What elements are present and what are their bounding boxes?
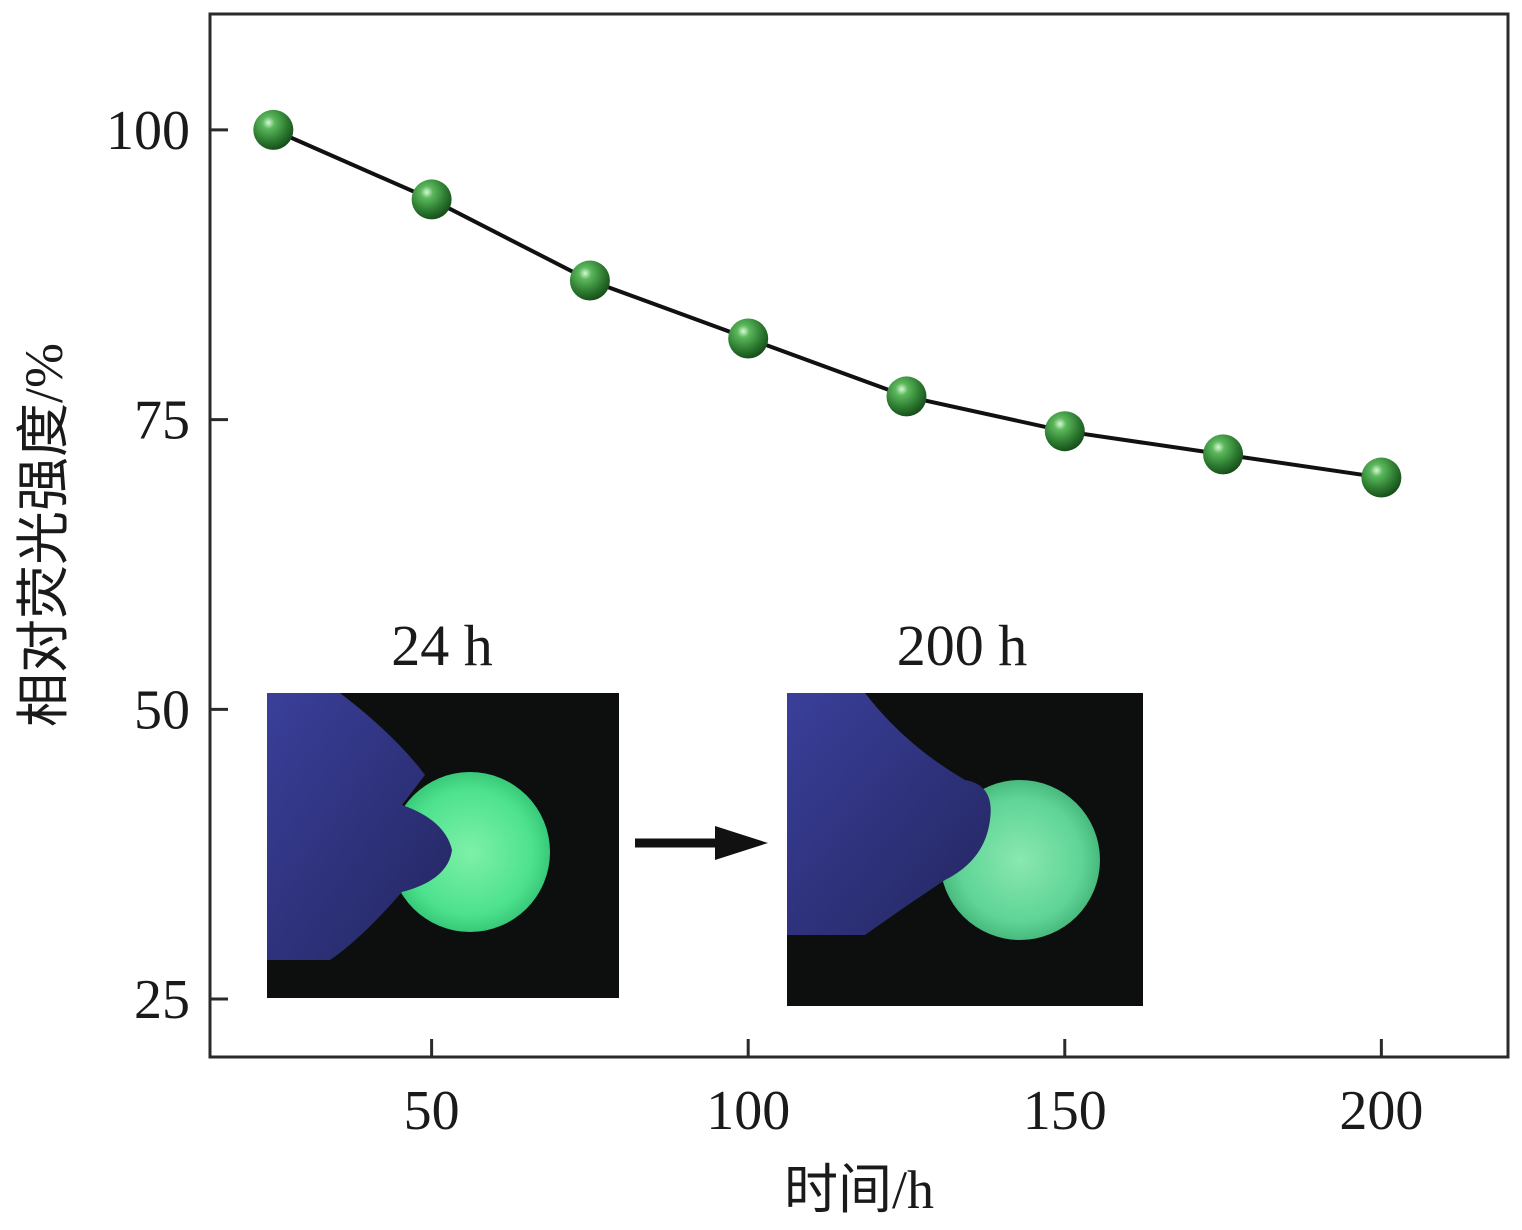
data-point xyxy=(411,179,452,220)
y-tick-label: 75 xyxy=(134,390,190,452)
plot-frame xyxy=(208,12,1510,1059)
glowing-disk xyxy=(390,772,550,932)
data-point xyxy=(886,376,927,417)
y-axis-label: 相对荧光强度/% xyxy=(14,343,74,727)
glove-fingers xyxy=(787,693,991,935)
y-tick-label: 25 xyxy=(134,969,190,1031)
y-tick-label: 100 xyxy=(106,100,190,162)
data-markers xyxy=(253,109,1402,498)
inset-200h: 200 h xyxy=(787,613,1143,1006)
x-axis-label: 时间/h xyxy=(784,1160,934,1220)
data-point xyxy=(569,260,610,301)
x-tick-label: 200 xyxy=(1339,1080,1423,1142)
y-tick-label: 50 xyxy=(134,679,190,741)
x-axis: 50 100 150 200 xyxy=(404,1039,1423,1142)
data-point xyxy=(1203,434,1244,475)
inset-label-200h: 200 h xyxy=(897,613,1028,678)
y-axis: 25 50 75 100 xyxy=(106,100,228,1031)
data-point xyxy=(728,318,769,359)
data-point xyxy=(1044,411,1085,452)
data-point xyxy=(253,109,294,150)
x-tick-label: 50 xyxy=(404,1080,460,1142)
x-tick-label: 150 xyxy=(1023,1080,1107,1142)
data-point xyxy=(1361,457,1402,498)
arrow-icon xyxy=(635,826,768,860)
series-line xyxy=(272,128,1382,480)
glove-fingers xyxy=(267,693,452,960)
inset-label-24h: 24 h xyxy=(391,613,493,678)
x-tick-label: 100 xyxy=(706,1080,790,1142)
inset-24h: 24 h xyxy=(267,613,619,998)
